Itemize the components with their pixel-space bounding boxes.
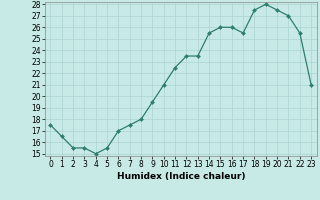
X-axis label: Humidex (Indice chaleur): Humidex (Indice chaleur) — [116, 172, 245, 181]
